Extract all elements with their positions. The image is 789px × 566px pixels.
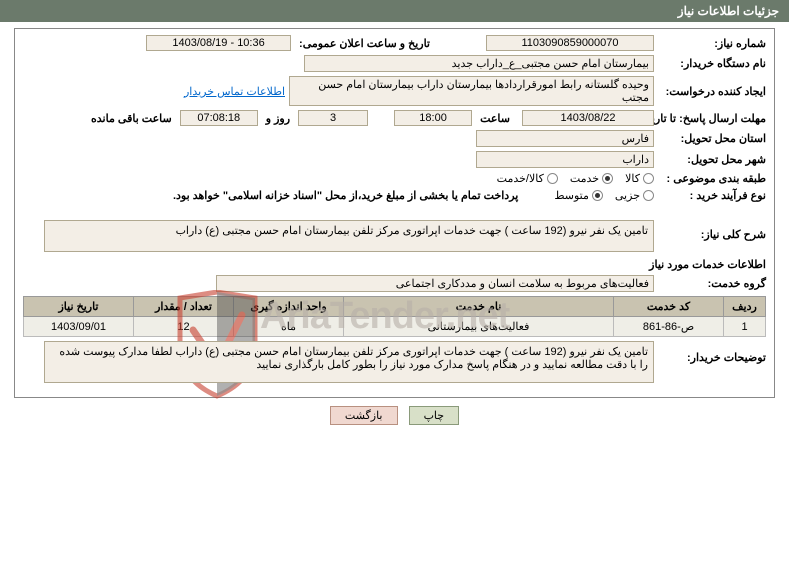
buyer-notes-value: تامین یک نفر نیرو (192 ساعت ) جهت خدمات … [44,341,654,383]
service-group-label: گروه خدمت: [658,277,766,290]
service-group-value: فعالیت‌های مربوط به سلامت انسان و مددکار… [216,275,654,292]
main-panel: شماره نیاز: 1103090859000070 تاریخ و ساع… [14,28,775,398]
table-header-row: ردیف کد خدمت نام خدمت واحد اندازه گیری ت… [24,297,766,317]
th-need-date: تاریخ نیاز [24,297,134,317]
root: جزئیات اطلاعات نیاز AriaTender.net شماره… [0,0,789,425]
services-section-title: اطلاعات خدمات مورد نیاز [23,258,766,271]
back-button[interactable]: بازگشت [330,406,398,425]
buyer-org-label: نام دستگاه خریدار: [658,57,766,70]
days-label: روز و [262,112,294,125]
remaining-label: ساعت باقی مانده [87,112,176,125]
radio-both-label: کالا/خدمت [497,172,544,185]
buyer-org-value: بیمارستان امام حسن مجتبی_ع_داراب جدید [304,55,654,72]
th-qty: تعداد / مقدار [134,297,234,317]
cell-row: 1 [724,317,766,337]
deadline-date-value: 1403/08/22 [522,110,654,126]
radio-goods-label: کالا [625,172,640,185]
cell-qty: 12 [134,317,234,337]
cell-service-code: ص-86-861 [614,317,724,337]
requester-value: وحیده گلستانه رابط امورقراردادها بیمارست… [289,76,654,106]
description-label: شرح کلی نیاز: [658,220,766,241]
deadline-label: مهلت ارسال پاسخ: تا تاریخ: [658,112,766,125]
radio-partial-label: جزیی [615,189,640,202]
radio-partial[interactable]: جزیی [615,189,654,202]
announce-date-value: 1403/08/19 - 10:36 [146,35,291,51]
category-label: طبقه بندی موضوعی : [658,172,766,185]
radio-goods[interactable]: کالا [625,172,654,185]
radio-medium[interactable]: متوسط [554,189,603,202]
process-radio-group: جزیی متوسط [554,189,654,202]
radio-both[interactable]: کالا/خدمت [497,172,558,185]
table-row: 1 ص-86-861 فعالیت‌های بیمارستانی ماه 12 … [24,317,766,337]
buyer-contact-link[interactable]: اطلاعات تماس خریدار [184,85,285,98]
description-value: تامین یک نفر نیرو (192 ساعت ) جهت خدمات … [44,220,654,252]
delivery-province-value: فارس [476,130,654,147]
services-table: ردیف کد خدمت نام خدمت واحد اندازه گیری ت… [23,296,766,337]
delivery-city-label: شهر محل تحویل: [658,153,766,166]
delivery-city-value: داراب [476,151,654,168]
cell-unit: ماه [234,317,344,337]
th-row: ردیف [724,297,766,317]
radio-service-label: خدمت [570,172,599,185]
buyer-notes-label: توضیحات خریدار: [658,341,766,364]
category-radio-group: کالا خدمت کالا/خدمت [497,172,654,185]
days-remaining-value: 3 [298,110,368,126]
page-title: جزئیات اطلاعات نیاز [0,0,789,22]
button-bar: چاپ بازگشت [0,406,789,425]
payment-note: پرداخت تمام یا بخشی از مبلغ خرید،از محل … [173,189,518,202]
need-number-label: شماره نیاز: [658,37,766,50]
radio-circle-icon [643,173,654,184]
radio-circle-checked-icon [602,173,613,184]
announce-date-label: تاریخ و ساعت اعلان عمومی: [295,37,430,50]
cell-service-name: فعالیت‌های بیمارستانی [344,317,614,337]
radio-medium-label: متوسط [554,189,589,202]
radio-circle-icon [643,190,654,201]
need-number-value: 1103090859000070 [486,35,654,51]
radio-circle-checked-icon [592,190,603,201]
delivery-province-label: استان محل تحویل: [658,132,766,145]
th-service-name: نام خدمت [344,297,614,317]
hour-label: ساعت [476,112,518,125]
remaining-time-value: 07:08:18 [180,110,258,126]
cell-need-date: 1403/09/01 [24,317,134,337]
th-service-code: کد خدمت [614,297,724,317]
radio-circle-icon [547,173,558,184]
radio-service[interactable]: خدمت [570,172,613,185]
print-button[interactable]: چاپ [409,406,460,425]
th-unit: واحد اندازه گیری [234,297,344,317]
deadline-hour-value: 18:00 [394,110,472,126]
requester-label: ایجاد کننده درخواست: [658,85,766,98]
process-type-label: نوع فرآیند خرید : [658,189,766,202]
